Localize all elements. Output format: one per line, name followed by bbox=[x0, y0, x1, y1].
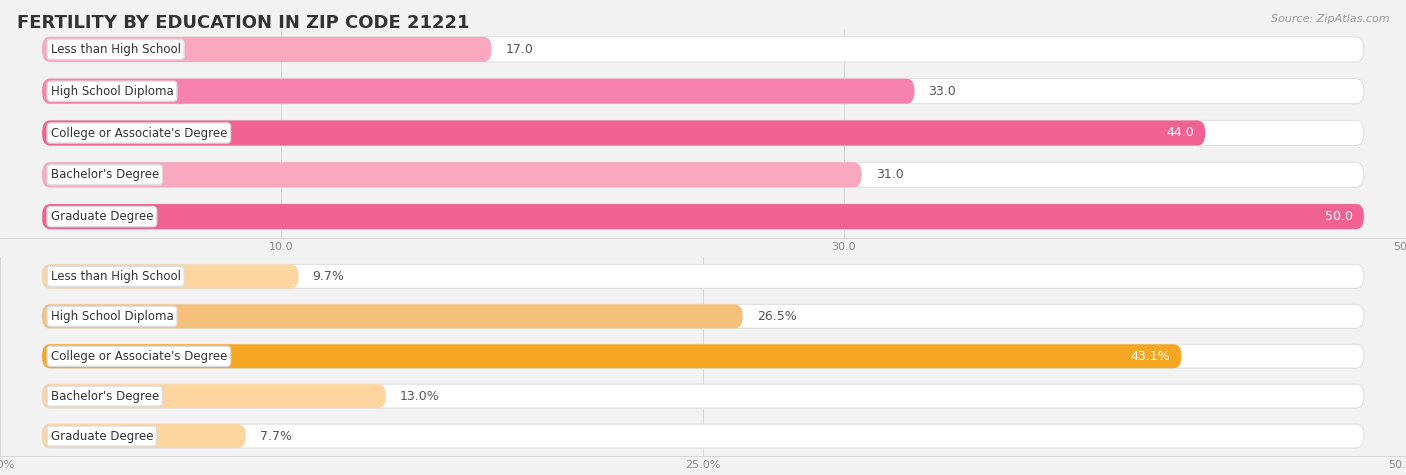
FancyBboxPatch shape bbox=[42, 79, 1364, 104]
Text: 26.5%: 26.5% bbox=[756, 310, 796, 323]
FancyBboxPatch shape bbox=[42, 265, 1364, 288]
Text: 13.0%: 13.0% bbox=[399, 390, 440, 403]
Text: Source: ZipAtlas.com: Source: ZipAtlas.com bbox=[1271, 14, 1389, 24]
FancyBboxPatch shape bbox=[42, 162, 1364, 187]
Text: 43.1%: 43.1% bbox=[1130, 350, 1170, 363]
Text: Graduate Degree: Graduate Degree bbox=[51, 429, 153, 443]
Text: 9.7%: 9.7% bbox=[312, 270, 344, 283]
FancyBboxPatch shape bbox=[42, 204, 1364, 229]
Text: High School Diploma: High School Diploma bbox=[51, 85, 173, 98]
FancyBboxPatch shape bbox=[42, 121, 1205, 145]
FancyBboxPatch shape bbox=[42, 37, 492, 62]
Text: Bachelor's Degree: Bachelor's Degree bbox=[51, 390, 159, 403]
Text: 50.0: 50.0 bbox=[1324, 210, 1353, 223]
Text: College or Associate's Degree: College or Associate's Degree bbox=[51, 350, 226, 363]
Text: 7.7%: 7.7% bbox=[260, 429, 292, 443]
Text: High School Diploma: High School Diploma bbox=[51, 310, 173, 323]
FancyBboxPatch shape bbox=[42, 121, 1364, 145]
Text: 33.0: 33.0 bbox=[928, 85, 956, 98]
FancyBboxPatch shape bbox=[42, 424, 1364, 448]
FancyBboxPatch shape bbox=[42, 384, 1364, 408]
FancyBboxPatch shape bbox=[42, 37, 1364, 62]
Text: 44.0: 44.0 bbox=[1166, 126, 1194, 140]
FancyBboxPatch shape bbox=[42, 162, 862, 187]
FancyBboxPatch shape bbox=[42, 304, 742, 328]
Text: 31.0: 31.0 bbox=[876, 168, 904, 181]
FancyBboxPatch shape bbox=[42, 304, 1364, 328]
Text: Graduate Degree: Graduate Degree bbox=[51, 210, 153, 223]
FancyBboxPatch shape bbox=[42, 424, 246, 448]
FancyBboxPatch shape bbox=[42, 265, 298, 288]
FancyBboxPatch shape bbox=[42, 204, 1364, 229]
FancyBboxPatch shape bbox=[42, 344, 1181, 368]
FancyBboxPatch shape bbox=[42, 384, 385, 408]
Text: FERTILITY BY EDUCATION IN ZIP CODE 21221: FERTILITY BY EDUCATION IN ZIP CODE 21221 bbox=[17, 14, 470, 32]
Text: Bachelor's Degree: Bachelor's Degree bbox=[51, 168, 159, 181]
Text: Less than High School: Less than High School bbox=[51, 43, 180, 56]
Text: 17.0: 17.0 bbox=[506, 43, 533, 56]
Text: College or Associate's Degree: College or Associate's Degree bbox=[51, 126, 226, 140]
Text: Less than High School: Less than High School bbox=[51, 270, 180, 283]
FancyBboxPatch shape bbox=[42, 344, 1364, 368]
FancyBboxPatch shape bbox=[42, 79, 914, 104]
